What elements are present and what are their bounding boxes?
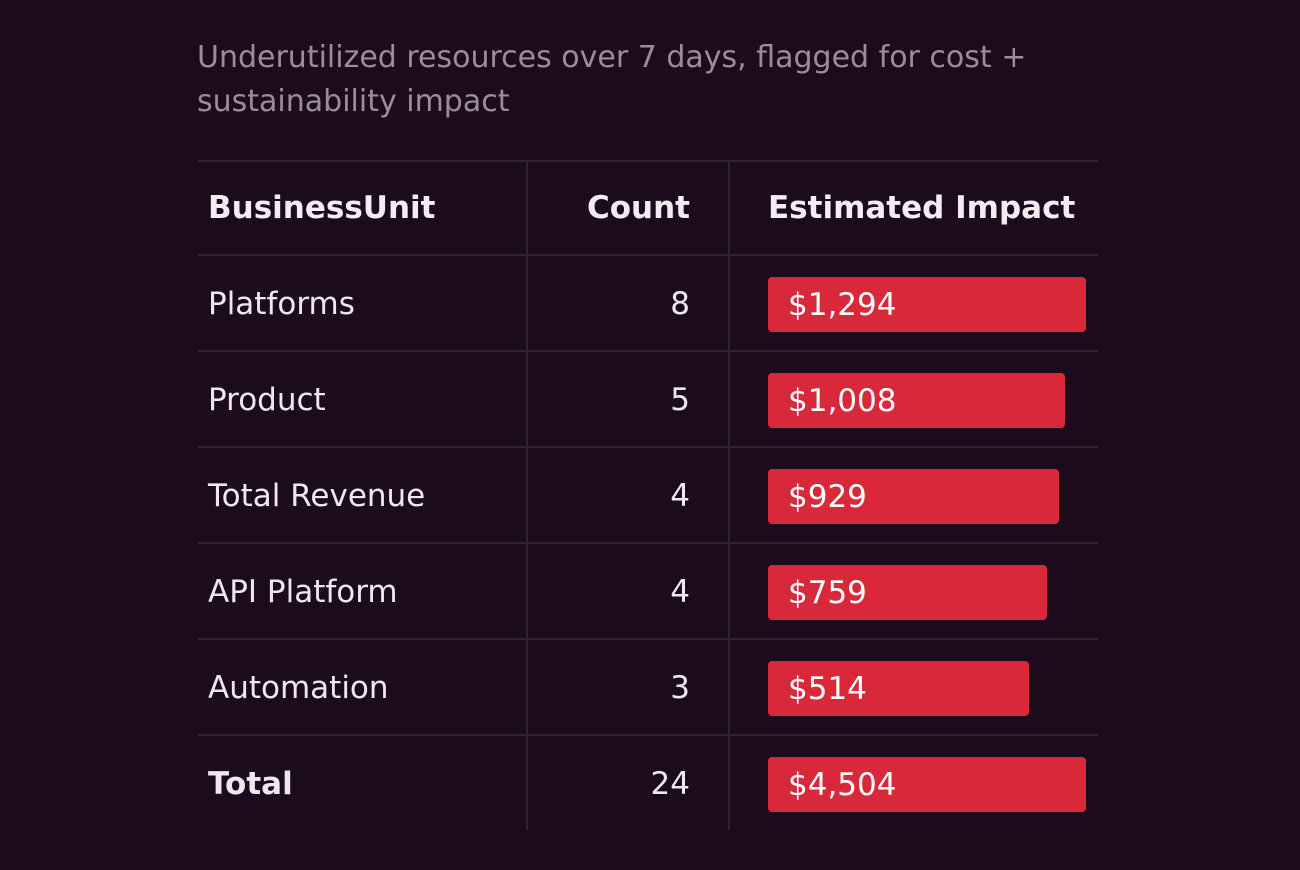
count-cell: 3	[670, 670, 690, 706]
impact-bar: $514	[768, 661, 1029, 716]
column-divider-2	[728, 160, 730, 830]
total-label-cell: Total	[208, 766, 293, 802]
impact-value: $759	[788, 575, 867, 611]
table-row: Platforms 8 $1,294	[198, 256, 1098, 352]
impact-value: $514	[788, 671, 867, 707]
impact-value: $929	[788, 479, 867, 515]
count-cell: 8	[670, 286, 690, 322]
column-header-estimated-impact[interactable]: Estimated Impact	[768, 190, 1076, 226]
count-cell: 4	[670, 478, 690, 514]
table-header-row: BusinessUnit Count Estimated Impact	[198, 160, 1098, 256]
table-top-rule	[198, 160, 1098, 162]
table-total-row: Total 24 $4,504	[198, 736, 1098, 832]
row-divider	[198, 542, 1098, 544]
table-row: Total Revenue 4 $929	[198, 448, 1098, 544]
total-count-cell: 24	[650, 766, 690, 802]
column-header-business-unit[interactable]: BusinessUnit	[208, 190, 436, 226]
table-row: API Platform 4 $759	[198, 544, 1098, 640]
total-impact-value: $4,504	[788, 767, 897, 803]
row-divider	[198, 734, 1098, 736]
table-row: Product 5 $1,008	[198, 352, 1098, 448]
row-divider	[198, 254, 1098, 256]
row-divider	[198, 446, 1098, 448]
impact-value: $1,294	[788, 287, 897, 323]
business-unit-cell: Product	[208, 382, 326, 418]
column-header-count[interactable]: Count	[586, 190, 690, 226]
count-cell: 4	[670, 574, 690, 610]
business-unit-cell: Automation	[208, 670, 389, 706]
impact-bar: $929	[768, 469, 1059, 524]
page-subtitle: Underutilized resources over 7 days, fla…	[197, 40, 1027, 119]
impact-value: $1,008	[788, 383, 897, 419]
impact-bar: $1,294	[768, 277, 1086, 332]
column-divider-1	[526, 160, 528, 830]
row-divider	[198, 350, 1098, 352]
business-unit-cell: Platforms	[208, 286, 355, 322]
row-divider	[198, 638, 1098, 640]
business-unit-cell: API Platform	[208, 574, 398, 610]
business-unit-cell: Total Revenue	[208, 478, 426, 514]
impact-bar: $1,008	[768, 373, 1065, 428]
table-row: Automation 3 $514	[198, 640, 1098, 736]
count-cell: 5	[670, 382, 690, 418]
total-impact-bar: $4,504	[768, 757, 1086, 812]
impact-bar: $759	[768, 565, 1047, 620]
